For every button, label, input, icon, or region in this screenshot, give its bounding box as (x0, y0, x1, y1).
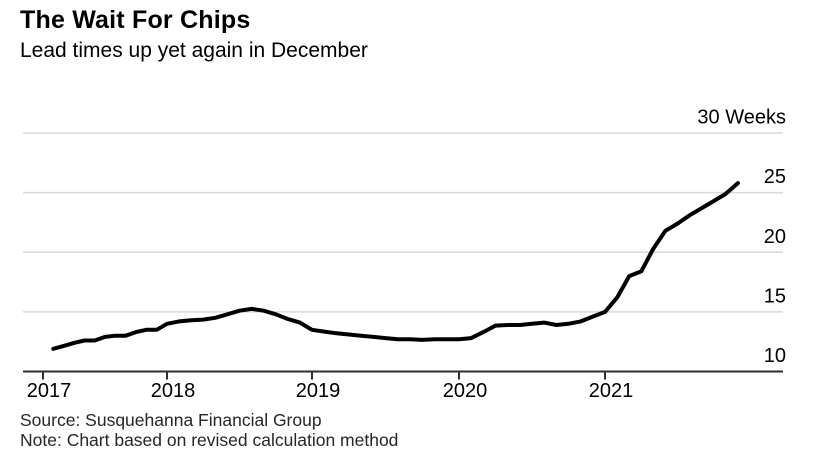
y-axis-label: 10 (764, 345, 786, 367)
x-axis-label: 2017 (27, 380, 72, 402)
chart-footer: Source: Susquehanna Financial Group Note… (20, 410, 398, 450)
y-axis-label: 30 Weeks (697, 107, 786, 129)
note-text: Note: Chart based on revised calculation… (20, 430, 399, 450)
x-axis-label: 2020 (443, 380, 488, 402)
lead-time-line (51, 181, 740, 351)
y-axis-label: 25 (764, 166, 786, 188)
x-axis-label: 2019 (296, 380, 341, 402)
x-axis-label: 2018 (151, 380, 196, 402)
chart-subtitle: Lead times up yet again in December (20, 39, 368, 62)
source-text: Source: Susquehanna Financial Group (20, 410, 322, 430)
y-axis-label: 20 (764, 226, 786, 248)
x-axis-label: 2021 (589, 380, 634, 402)
chart-title: The Wait For Chips (20, 6, 251, 34)
y-axis-label: 15 (764, 285, 786, 307)
